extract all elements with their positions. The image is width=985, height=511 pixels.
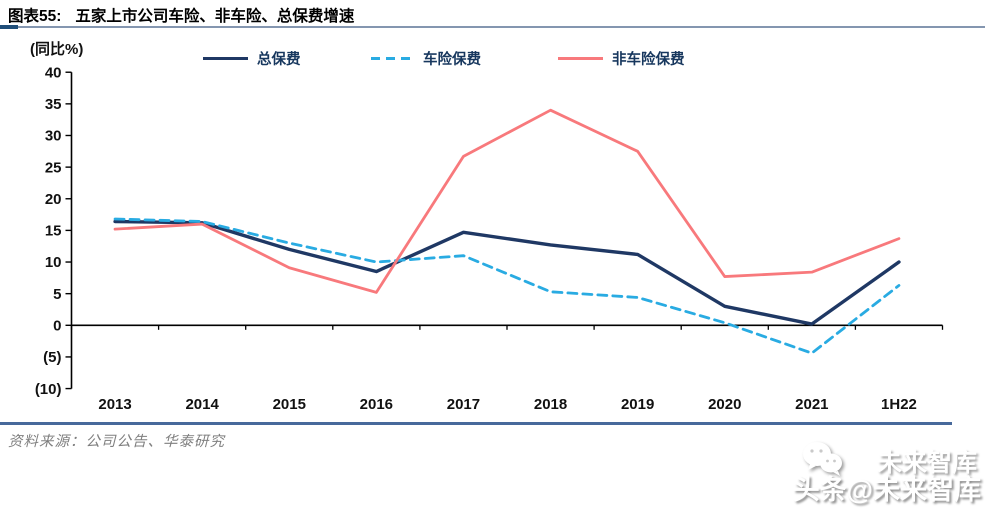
svg-text:2017: 2017 — [447, 396, 480, 413]
legend-item-total-premium: 总保费 — [203, 49, 301, 68]
source-note: 资料来源：公司公告、华泰研究 — [8, 434, 225, 450]
watermark-lower-text: 头条@未来智库 — [792, 475, 981, 505]
svg-text:2016: 2016 — [360, 396, 393, 413]
solid-line-swatch — [558, 56, 603, 60]
svg-text:2018: 2018 — [534, 396, 567, 413]
figure-label: 图表55: — [8, 8, 62, 25]
svg-text:35: 35 — [45, 96, 62, 113]
y-axis-unit-label: (同比%) — [30, 41, 84, 58]
figure-header: 图表55: 五家上市公司车险、非车险、总保费增速 — [8, 4, 977, 30]
svg-text:2021: 2021 — [795, 396, 828, 413]
svg-text:30: 30 — [45, 128, 62, 145]
figure-title: 五家上市公司车险、非车险、总保费增速 — [75, 8, 355, 25]
legend-label: 车险保费 — [423, 51, 481, 68]
watermark-upper-text: 未来智库 — [876, 449, 977, 477]
svg-text:5: 5 — [53, 286, 61, 303]
svg-text:20: 20 — [45, 191, 62, 208]
legend-label: 非车险保费 — [612, 51, 685, 68]
legend-item-non-auto-premium: 非车险保费 — [558, 49, 685, 68]
title-underline-accent — [0, 25, 18, 29]
svg-text:(10): (10) — [35, 381, 62, 398]
svg-text:0: 0 — [53, 318, 61, 335]
wechat-bubbles-icon — [803, 442, 842, 476]
svg-text:2013: 2013 — [98, 396, 131, 413]
svg-text:2015: 2015 — [273, 396, 306, 413]
svg-text:2014: 2014 — [185, 396, 219, 413]
svg-text:2019: 2019 — [621, 396, 654, 413]
solid-line-swatch — [203, 56, 248, 60]
svg-text:10: 10 — [45, 254, 62, 271]
svg-text:40: 40 — [45, 64, 62, 81]
dashed-line-swatch — [371, 56, 414, 60]
svg-text:(5): (5) — [43, 349, 61, 366]
svg-text:15: 15 — [45, 223, 62, 240]
svg-text:2020: 2020 — [708, 396, 741, 413]
footer-divider — [0, 422, 952, 425]
svg-text:25: 25 — [45, 159, 62, 176]
title-underline — [0, 26, 985, 28]
watermark: 未来智库 头条@未来智库 — [756, 441, 981, 507]
svg-text:1H22: 1H22 — [881, 396, 917, 413]
legend-label: 总保费 — [257, 51, 301, 68]
legend-item-auto-premium: 车险保费 — [371, 49, 481, 68]
